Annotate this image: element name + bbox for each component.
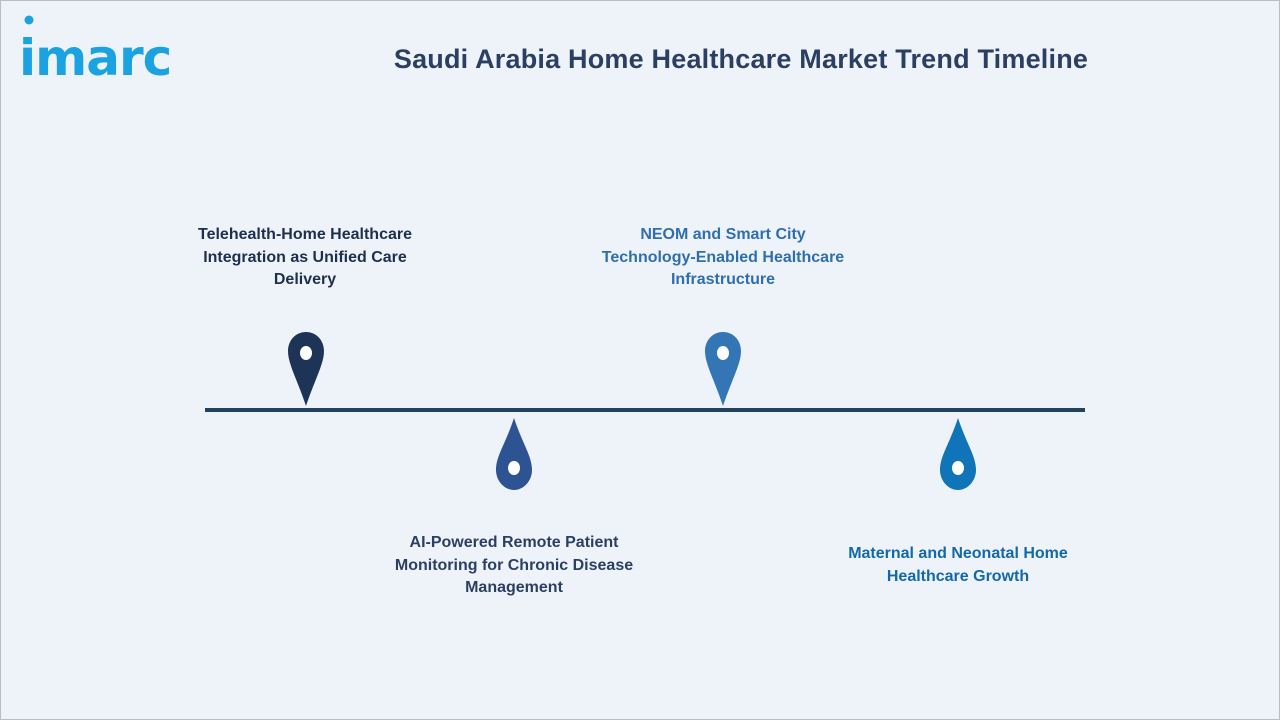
timeline-line [205, 408, 1085, 412]
timeline-marker-4 [939, 417, 977, 493]
timeline-item-1-label: Telehealth-Home Healthcare Integration a… [198, 226, 412, 288]
map-pin-icon [288, 332, 324, 406]
timeline-item-2-label: AI-Powered Remote Patient Monitoring for… [394, 534, 634, 596]
timeline-marker-2 [495, 417, 533, 493]
map-pin-icon [705, 332, 741, 406]
page-title: Saudi Arabia Home Healthcare Market Tren… [393, 44, 1089, 74]
droplet-pin-icon [940, 418, 976, 490]
svg-text:imarc: imarc [19, 29, 171, 83]
imarc-logo: imarc [19, 11, 204, 83]
timeline-item-3-label: NEOM and Smart City Technology-Enabled H… [601, 226, 845, 288]
timeline-item-4-label: Maternal and Neonatal Home Healthcare Gr… [848, 545, 1068, 585]
timeline-marker-3 [704, 331, 742, 407]
droplet-pin-icon [496, 418, 532, 490]
timeline-marker-1 [287, 331, 325, 407]
